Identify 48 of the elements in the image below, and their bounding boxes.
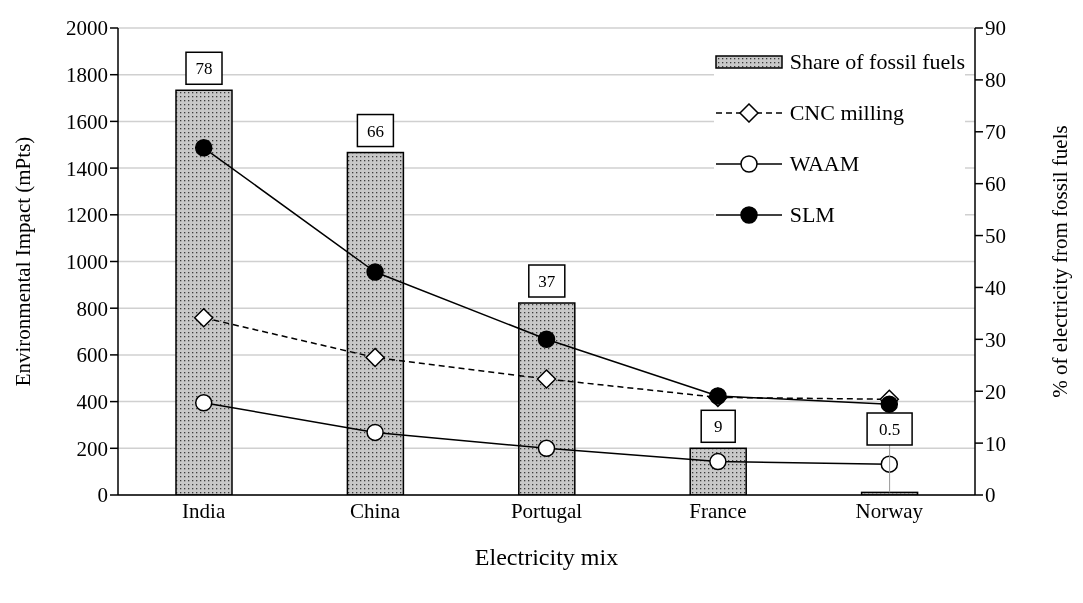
point — [194, 139, 213, 157]
data-label: 37 — [538, 272, 556, 292]
y-tick-label: 400 — [76, 390, 108, 415]
y-tick-label: 1400 — [66, 156, 108, 181]
y-tick-label: 600 — [76, 343, 108, 368]
legend-label: CNC milling — [789, 99, 904, 126]
data-label: 9 — [713, 417, 723, 437]
y-axis-title: Environmental Impact (mPts) — [11, 136, 36, 387]
x-tick-label: India — [182, 498, 226, 523]
y2-tick-label: 0 — [985, 483, 996, 508]
x-axis-title: Electricity mix — [474, 544, 619, 570]
point — [537, 330, 556, 349]
y2-axis-title: % of electricity from fossil fuels — [1048, 125, 1073, 398]
point — [880, 395, 899, 413]
y2-tick-label: 90 — [985, 16, 1006, 41]
y2-tick-label: 70 — [985, 120, 1006, 145]
y2-tick-label: 40 — [985, 275, 1006, 300]
data-label: 0.5 — [878, 420, 901, 439]
y2-tick-label: 80 — [985, 68, 1006, 93]
x-tick-label: China — [350, 498, 401, 523]
legend-label: Share of fossil fuels — [789, 48, 965, 75]
point — [366, 423, 384, 442]
y2-tick-label: 10 — [985, 431, 1006, 456]
x-tick-label: France — [689, 498, 747, 523]
point — [365, 347, 385, 368]
point — [536, 369, 557, 389]
y-tick-label: 1600 — [66, 109, 108, 134]
y2-tick-label: 50 — [985, 224, 1006, 249]
y2-tick-label: 20 — [985, 379, 1006, 404]
y-tick-label: 200 — [76, 436, 108, 461]
point — [193, 308, 214, 328]
point — [366, 263, 384, 281]
x-tick-label: Norway — [855, 498, 924, 523]
y-tick-label: 800 — [76, 296, 108, 321]
legend-label: SLM — [789, 201, 835, 228]
y-tick-label: 1000 — [66, 249, 108, 274]
point — [194, 394, 213, 412]
point — [537, 439, 556, 458]
data-label: 66 — [366, 121, 384, 141]
x-tick-label: Portugal — [510, 498, 583, 523]
y-tick-label: 1200 — [66, 203, 108, 228]
y2-tick-label: 60 — [985, 172, 1006, 197]
y-tick-label: 2000 — [66, 16, 108, 41]
y-tick-label: 0 — [97, 483, 108, 508]
legend-label: WAAM — [789, 150, 860, 177]
data-label: 78 — [195, 59, 213, 79]
y-tick-label: 1800 — [66, 63, 108, 88]
y2-tick-label: 30 — [985, 327, 1006, 352]
